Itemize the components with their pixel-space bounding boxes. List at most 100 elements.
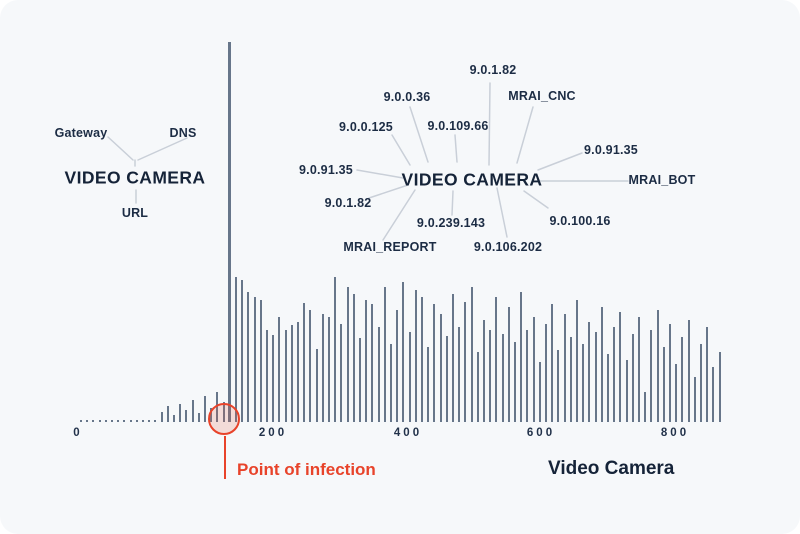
bar: [613, 327, 616, 422]
bar: [160, 412, 163, 422]
bar: [638, 317, 640, 422]
point-of-infection-label: Point of infection: [237, 460, 376, 479]
bar: [148, 420, 151, 422]
bar: [241, 280, 244, 422]
bar: [371, 304, 374, 422]
bar: [588, 322, 591, 422]
point-of-infection-callout-line: [224, 436, 226, 479]
bar: [315, 349, 318, 422]
bar: [421, 297, 423, 422]
bar: [669, 324, 671, 422]
bar: [328, 317, 330, 422]
bar: [476, 352, 479, 422]
node-label: 9.0.0.36: [383, 90, 431, 104]
bar: [321, 314, 324, 422]
bar: [427, 347, 430, 422]
infection-spike-bar: [228, 42, 232, 422]
bar: [297, 322, 299, 422]
bar: [594, 332, 597, 422]
bar: [650, 330, 653, 422]
bar: [569, 337, 572, 422]
bar: [272, 335, 275, 422]
bar: [563, 314, 566, 422]
bar: [464, 302, 467, 422]
bar: [520, 292, 523, 422]
node-label: 9.0.0.125: [339, 120, 393, 134]
bar: [532, 317, 535, 422]
bar: [346, 287, 349, 422]
x-tick-label: 200: [258, 427, 288, 439]
x-tick-label: 0: [73, 427, 83, 439]
bar: [681, 337, 684, 422]
bar: [687, 320, 690, 422]
bar: [92, 420, 95, 422]
bar: [538, 362, 541, 422]
bar: [470, 287, 473, 422]
bar: [123, 420, 126, 422]
bar: [197, 413, 200, 422]
bar: [303, 303, 306, 422]
bar: [501, 334, 504, 422]
node-label: 9.0.109.66: [427, 119, 489, 133]
node-label: 9.0.1.82: [324, 196, 372, 210]
bar: [514, 342, 516, 422]
node-label: Gateway: [54, 126, 108, 140]
bar: [383, 287, 386, 422]
bar: [253, 297, 256, 422]
bar: [439, 314, 442, 422]
bar: [582, 344, 585, 422]
bar: [495, 297, 498, 422]
bar: [402, 282, 405, 422]
bar: [452, 294, 454, 422]
bar: [98, 420, 101, 422]
bar: [142, 420, 144, 422]
bar: [576, 300, 578, 422]
bar: [656, 310, 659, 422]
bar: [600, 307, 603, 422]
bar: [693, 377, 696, 422]
bar: [644, 392, 647, 422]
node-label: DNS: [169, 126, 197, 140]
bar: [675, 364, 678, 422]
left-diagram-title: VIDEO CAMERA: [64, 167, 206, 188]
node-label: 9.0.91.35: [299, 163, 353, 177]
right-diagram-title: VIDEO CAMERA: [401, 169, 543, 190]
bar: [718, 352, 721, 422]
bar: [607, 354, 609, 422]
bar: [359, 338, 361, 422]
bar: [352, 294, 355, 422]
node-label: 9.0.106.202: [473, 240, 543, 254]
bar: [173, 415, 175, 422]
bar: [290, 325, 293, 422]
bar: [483, 320, 485, 422]
x-tick-label: 400: [393, 427, 423, 439]
bar: [166, 406, 169, 422]
bar: [235, 277, 237, 422]
node-label: 9.0.91.35: [584, 143, 638, 157]
bar: [247, 292, 250, 422]
node-label: MRAI_REPORT: [343, 240, 437, 254]
x-tick-label: 600: [526, 427, 556, 439]
bar: [278, 317, 281, 422]
x-tick-label: 800: [660, 427, 690, 439]
bar: [557, 350, 560, 422]
node-label: 9.0.1.82: [469, 63, 517, 77]
bar: [414, 290, 417, 422]
bar: [662, 347, 665, 422]
bar: [619, 312, 622, 422]
bar: [111, 420, 113, 422]
bar: [340, 324, 343, 422]
node-label: URL: [121, 206, 149, 220]
bar: [191, 400, 194, 422]
bar: [309, 310, 312, 422]
device-label: Video Camera: [548, 458, 675, 479]
bar: [86, 420, 89, 422]
bar: [80, 420, 82, 422]
bar: [433, 304, 436, 422]
bar: [284, 330, 287, 422]
bar: [489, 330, 492, 422]
bar: [625, 360, 628, 422]
bar: [117, 420, 120, 422]
